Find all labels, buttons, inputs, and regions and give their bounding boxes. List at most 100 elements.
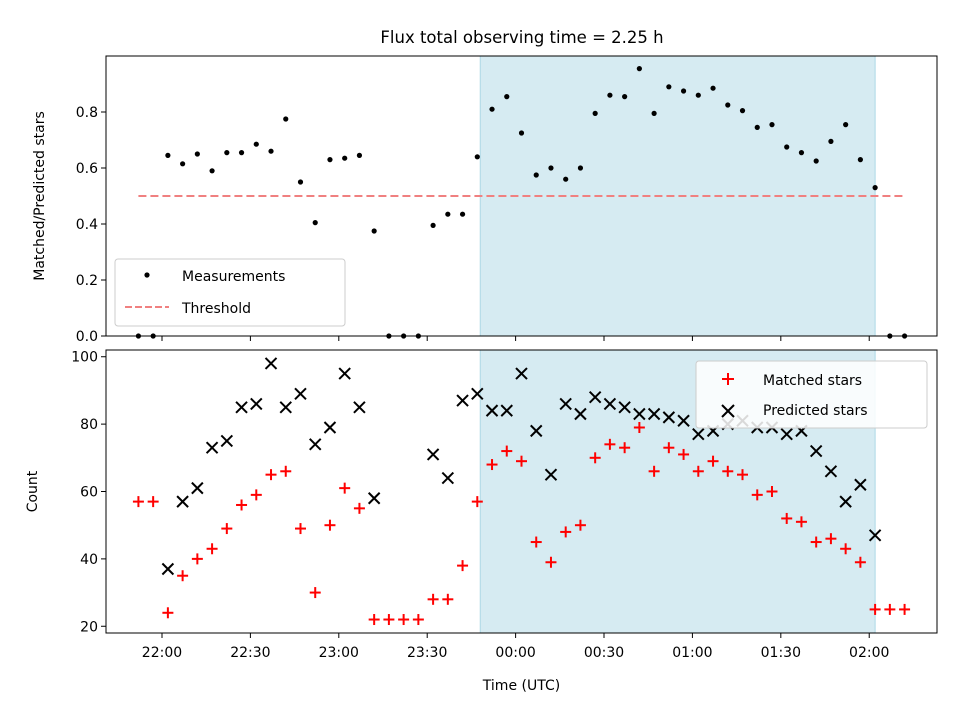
predicted-star-point [677,414,690,427]
predicted-star-point [515,367,528,380]
x-tick-label: 23:00 [319,645,359,661]
measurement-point [695,92,701,98]
x-tick-label: 22:30 [230,645,270,661]
x-tick-label: 22:00 [142,645,182,661]
measurement-point [371,228,377,234]
predicted-star-point [618,401,631,414]
measurement-point [843,122,849,128]
measurement-point [459,211,466,217]
predicted-star-point [647,407,661,421]
matched-star-point [501,445,513,457]
matched-star-point [206,543,218,555]
predicted-star-point [471,387,484,401]
matched-star-point [516,455,527,467]
matched-star-point [545,556,557,568]
predicted-star-point [574,407,587,421]
matched-star-point [324,519,336,531]
predicted-star-point [809,444,823,458]
matched-star-point [412,614,424,626]
predicted-star-point [839,495,852,508]
predicted-star-point [235,401,248,414]
y-tick-label: 0.0 [76,329,98,345]
matched-star-point [781,512,793,524]
measurement-point [327,157,333,163]
matched-star-point [265,469,277,481]
legend-matched-marker [722,373,734,385]
matched-star-point [648,465,660,477]
chart-title: Flux total observing time = 2.25 h [380,28,663,47]
predicted-star-point [441,471,455,485]
matched-star-point [530,536,542,548]
matched-star-point [692,465,704,477]
measurement-point [356,152,363,158]
matched-star-point [221,523,233,535]
matched-star-point [294,523,306,535]
matched-star-point [795,516,807,528]
matched-star-point [191,553,203,565]
top-legend: Measurements Threshold [114,258,346,327]
measurement-point [784,144,790,150]
predicted-star-point [205,441,219,454]
matched-star-point [471,496,483,508]
y-tick-label: 0.2 [76,273,98,289]
predicted-star-point [367,492,381,505]
predicted-star-point [530,424,543,438]
measurement-point [563,176,569,182]
measurement-point [857,157,863,163]
predicted-stars-points [161,357,882,576]
predicted-star-point [500,404,513,417]
predicted-star-point [544,468,558,481]
predicted-star-point [868,529,882,542]
measurement-point [769,122,775,128]
matched-star-point [442,593,454,605]
matched-star-point [737,469,749,481]
measurement-point [636,66,642,72]
predicted-star-point [633,407,646,421]
predicted-star-point [485,404,499,417]
predicted-star-point [692,428,705,441]
y-tick-label: 40 [80,552,98,568]
top-legend-box [114,258,346,327]
measurement-point [474,154,480,160]
matched-star-point [353,502,365,514]
measurement-point [577,165,584,171]
matched-star-point [250,489,262,501]
x-tick-label: 01:00 [672,645,712,661]
matched-star-point [486,459,498,471]
matched-star-point [280,465,292,477]
predicted-star-point [426,448,440,461]
matched-star-point [162,607,174,619]
matched-star-point [177,570,189,582]
measurement-point [430,222,436,228]
measurement-point [651,110,657,116]
matched-star-point [707,455,719,467]
x-tick-label: 00:00 [495,645,535,661]
matched-star-point [854,556,866,568]
matched-star-point [663,442,675,454]
predicted-star-point [161,562,175,576]
measurement-point [165,152,171,158]
measurement-point [312,220,318,226]
legend-measurements-label: Measurements [182,269,285,285]
matched-star-point [604,438,616,450]
top-x-ticks [161,336,870,341]
matched-star-point [574,519,586,531]
predicted-star-point [264,357,278,370]
matched-star-point [722,465,734,477]
x-tick-label: 02:00 [849,645,889,661]
top-panel: 0.00.20.40.60.8 Matched/Predicted stars … [32,55,938,345]
matched-star-point [368,614,380,626]
predicted-star-point [662,411,676,424]
measurement-point [813,158,819,164]
measurement-point [445,211,451,217]
measurement-point [268,148,274,154]
predicted-star-point [191,481,204,495]
matched-star-point [560,526,572,538]
predicted-star-point [588,390,602,404]
legend-threshold-label: Threshold [181,301,251,317]
x-tick-label: 23:30 [407,645,447,661]
measurement-point [828,138,834,144]
matched-star-point [457,560,469,572]
measurement-point [489,106,495,112]
